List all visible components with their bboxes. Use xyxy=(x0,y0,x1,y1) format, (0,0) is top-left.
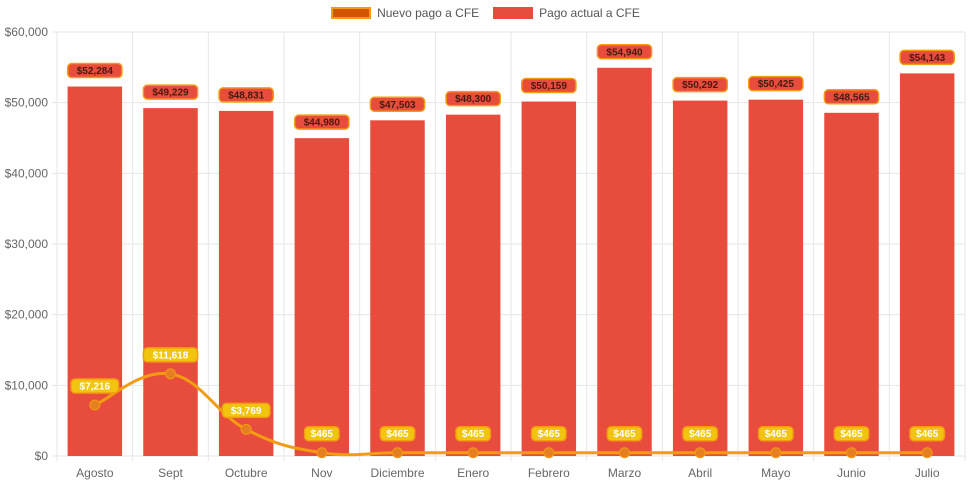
line-point xyxy=(543,447,555,459)
bar xyxy=(824,112,879,456)
line-point xyxy=(89,399,101,411)
line-data-label-bg xyxy=(221,402,271,419)
bar-data-label: $54,143 xyxy=(909,53,946,64)
bar xyxy=(672,100,728,456)
x-tick-label: Abril xyxy=(688,466,712,480)
line-data-label-bg xyxy=(682,425,719,442)
line-point xyxy=(846,447,857,459)
bar xyxy=(294,138,350,456)
line-data-label: $465 xyxy=(311,429,334,440)
x-tick-label: Febrero xyxy=(528,466,570,480)
line-point xyxy=(467,447,479,459)
bar-data-label-bg xyxy=(672,76,729,93)
line-point xyxy=(316,447,328,459)
line-data-label: $465 xyxy=(840,429,863,440)
line-data-label-bg xyxy=(70,378,120,394)
bar-data-label-bg xyxy=(293,114,350,130)
line-point xyxy=(240,423,252,435)
x-tick-label: Octubre xyxy=(225,466,268,480)
line-point xyxy=(694,447,706,459)
x-tick-label: Marzo xyxy=(608,466,642,480)
x-tick-label: Julio xyxy=(915,466,940,480)
line-data-label-bg xyxy=(833,425,870,442)
legend-item-line[interactable]: Nuevo pago a CFE xyxy=(331,6,479,20)
line-point xyxy=(165,368,176,380)
legend-line-label: Nuevo pago a CFE xyxy=(377,6,480,20)
bar xyxy=(143,108,198,457)
x-tick-label: Enero xyxy=(457,466,489,480)
bar-data-label: $48,565 xyxy=(833,92,870,103)
legend: Nuevo pago a CFE Pago actual a CFE xyxy=(0,6,971,20)
y-tick-label: $30,000 xyxy=(5,237,49,251)
legend-bar-swatch xyxy=(493,7,534,19)
line-data-label: $465 xyxy=(765,429,788,440)
line-data-label-bg xyxy=(379,425,416,442)
bar-data-label-bg xyxy=(66,62,123,79)
line-point xyxy=(619,447,630,459)
line-data-label: $465 xyxy=(916,429,939,440)
bar-data-label: $48,831 xyxy=(228,90,265,101)
line-data-label-bg xyxy=(606,425,643,442)
bar-data-label: $52,284 xyxy=(77,66,114,77)
bar-data-label-bg xyxy=(747,75,804,92)
line-data-label-bg xyxy=(909,425,946,442)
bar xyxy=(521,101,577,457)
bar-data-label: $50,425 xyxy=(758,79,795,90)
x-tick-label: Agosto xyxy=(76,466,114,480)
y-tick-label: $50,000 xyxy=(5,96,49,110)
line-data-label: $3,769 xyxy=(231,406,262,417)
bar-data-label: $44,980 xyxy=(304,118,341,129)
bar xyxy=(899,73,955,456)
bar-data-label-bg xyxy=(899,49,956,66)
bar xyxy=(370,120,425,456)
bar xyxy=(597,67,652,457)
x-tick-label: Sept xyxy=(158,466,183,480)
bar-data-label-bg xyxy=(142,84,199,100)
y-tick-label: $0 xyxy=(35,449,49,463)
legend-item-bar[interactable]: Pago actual a CFE xyxy=(493,6,640,20)
bar-data-label-bg xyxy=(520,77,577,94)
line-data-label-bg xyxy=(303,425,340,442)
bar-data-label-bg xyxy=(823,89,880,105)
bar-data-label: $54,940 xyxy=(606,47,643,58)
line-data-label-bg xyxy=(142,347,199,363)
line-data-label-bg xyxy=(757,425,794,442)
legend-line-swatch xyxy=(331,7,372,19)
y-tick-label: $40,000 xyxy=(5,166,49,180)
bar-data-label-bg xyxy=(369,96,426,113)
bar xyxy=(748,99,804,456)
line-data-label: $465 xyxy=(386,429,409,440)
bar-data-label-bg xyxy=(218,87,275,103)
x-tick-label: Mayo xyxy=(761,466,791,480)
line-point xyxy=(921,447,933,459)
bar-data-label: $49,229 xyxy=(152,88,189,99)
y-tick-label: $10,000 xyxy=(5,378,49,392)
bar xyxy=(445,114,501,457)
x-tick-label: Diciembre xyxy=(370,466,424,480)
y-tick-label: $20,000 xyxy=(5,308,49,322)
bar-data-label-bg xyxy=(596,44,653,60)
line-point xyxy=(392,447,403,459)
bar xyxy=(218,110,274,456)
x-tick-label: Nov xyxy=(311,466,332,480)
line-data-label-bg xyxy=(530,425,567,442)
x-tick-label: Junio xyxy=(837,466,866,480)
line-data-label-bg xyxy=(455,425,492,442)
line-data-label: $465 xyxy=(689,429,712,440)
line-data-label: $465 xyxy=(462,429,485,440)
bar-data-label: $50,292 xyxy=(682,80,719,91)
line-data-label: $465 xyxy=(613,429,636,440)
bar-data-label-bg xyxy=(445,90,502,107)
bar-data-label: $50,159 xyxy=(531,81,568,92)
line-point xyxy=(770,447,782,459)
line-data-label: $7,216 xyxy=(80,382,111,393)
y-tick-label: $60,000 xyxy=(5,25,49,39)
bar-data-label: $47,503 xyxy=(379,100,416,111)
bar-data-label: $48,300 xyxy=(455,94,492,105)
line-data-label: $465 xyxy=(538,429,561,440)
line-data-label: $11,618 xyxy=(153,350,189,361)
legend-bar-label: Pago actual a CFE xyxy=(539,6,640,20)
